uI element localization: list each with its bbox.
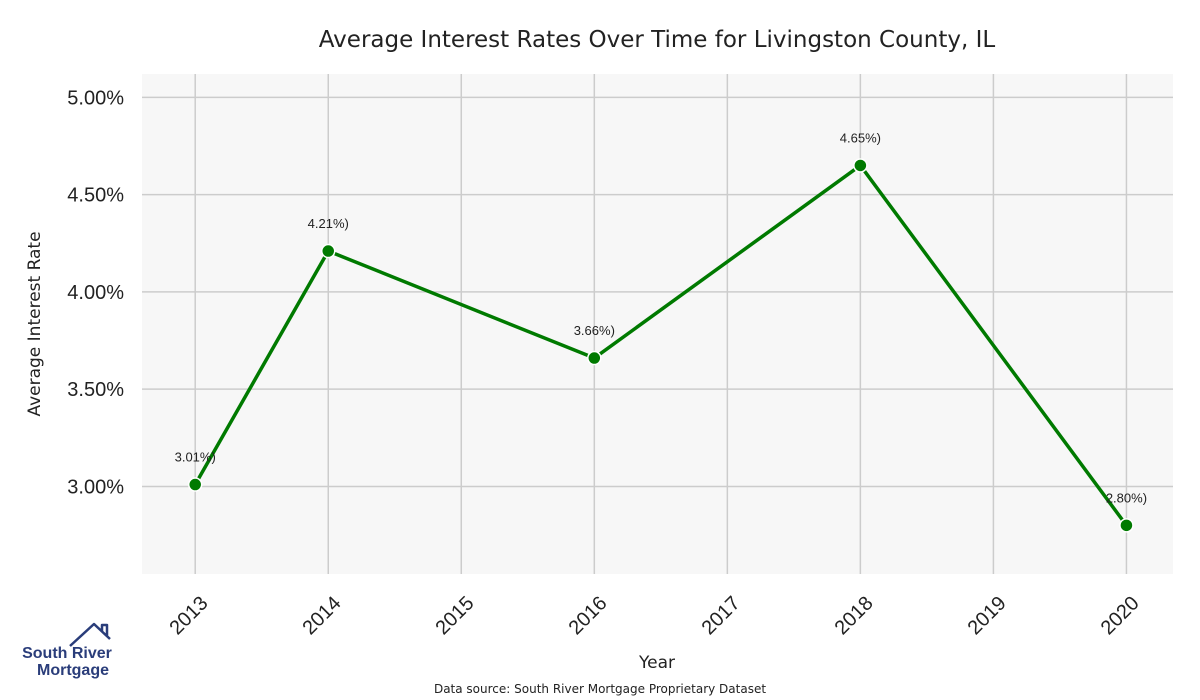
data-label: 3.01%) — [175, 450, 216, 465]
logo: South River Mortgage — [22, 622, 112, 679]
y-tick-label: 3.00% — [67, 476, 124, 498]
logo-line2: Mortgage — [37, 662, 109, 679]
y-tick-label: 3.50% — [67, 379, 124, 401]
data-label: 3.66%) — [574, 323, 615, 338]
data-points — [187, 158, 1134, 533]
grid-lines — [142, 74, 1173, 574]
y-axis-ticks: 3.00% 3.50% 4.00% 4.50% 5.00% — [67, 87, 124, 498]
y-tick-label: 5.00% — [67, 87, 124, 109]
data-point — [853, 158, 868, 173]
data-labels: 3.01%) 4.21%) 3.66%) 4.65%) 2.80%) — [175, 130, 1147, 505]
x-tick-label: 2017 — [698, 592, 745, 639]
x-tick-label: 2016 — [565, 592, 612, 639]
x-axis-ticks: 2013 2014 2015 2016 2017 2018 2019 2020 — [165, 592, 1143, 639]
house-roof-icon — [69, 622, 111, 647]
y-tick-label: 4.50% — [67, 185, 124, 207]
x-tick-label: 2019 — [964, 592, 1011, 639]
plot-area — [142, 74, 1173, 574]
x-tick-label: 2018 — [831, 592, 878, 639]
x-axis-label: Year — [638, 653, 675, 673]
x-tick-label: 2020 — [1097, 592, 1144, 639]
data-point — [320, 243, 336, 259]
y-tick-label: 4.00% — [67, 282, 124, 304]
x-tick-label: 2013 — [165, 592, 212, 639]
logo-line1: South River — [22, 645, 112, 662]
data-point — [587, 350, 602, 366]
data-point — [187, 477, 203, 492]
data-label: 4.65%) — [840, 130, 881, 145]
source-note: Data source: South River Mortgage Propri… — [434, 682, 766, 696]
x-tick-label: 2014 — [298, 592, 345, 639]
data-label: 2.80%) — [1106, 490, 1147, 505]
y-axis-label: Average Interest Rate — [25, 231, 45, 416]
x-tick-label: 2015 — [432, 592, 479, 639]
data-label: 4.21%) — [308, 216, 349, 231]
data-point — [1119, 518, 1134, 533]
chart-title: Average Interest Rates Over Time for Liv… — [319, 27, 996, 53]
